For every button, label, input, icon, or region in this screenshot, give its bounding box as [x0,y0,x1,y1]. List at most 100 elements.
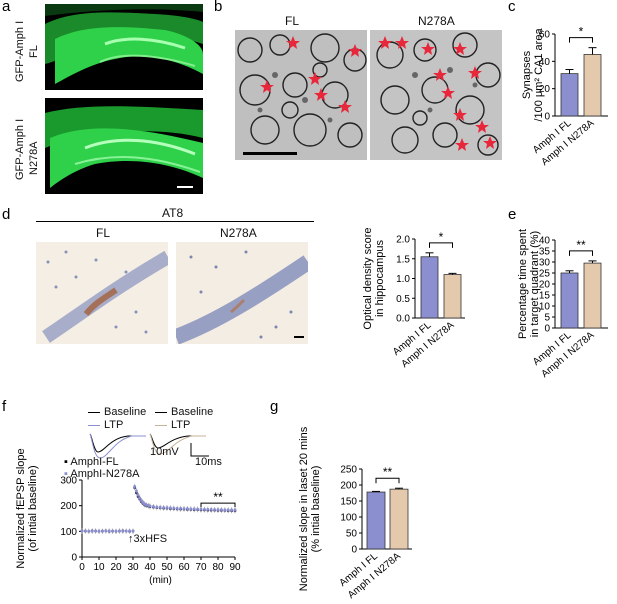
f-xtick-label-0: 0 [79,562,85,573]
d-ytick-label-2: 1.0 [396,274,410,285]
f-series-1-point-4 [94,529,97,533]
f-legend-right-item-1: LTP [155,419,213,432]
f-series-legend: ▪ AmphI-FL ▪ AmphI-N278A [64,456,139,480]
c-sig-bracket [569,37,593,43]
g-ytick-label-3: 150 [340,497,357,508]
d-ytick-label-0: 0.0 [396,314,410,325]
e-bar-0 [560,272,579,329]
f-series-1-point-16 [133,485,137,488]
e-ytick-label-5: 25 [539,269,551,280]
f-series-1-point-25 [148,504,152,508]
em-image-fl [235,30,367,160]
g-bar-1 [389,488,409,550]
f-series-legend-fl-label: AmphI-FL [70,456,119,468]
f-series-1-point-0 [80,529,84,533]
f-series-1-point-18 [136,493,140,497]
f-series-1-point-30 [165,506,169,509]
f-series-1-point-31 [169,506,172,510]
e-bar-1 [583,262,602,329]
panel-letter-c: c [508,0,516,15]
c-ytick-label-0: 0 [544,112,550,123]
panel-letter-a: a [2,0,11,15]
f-series-1-point-13 [124,529,128,533]
c-ytick-label-1: 20 [539,84,551,95]
f-ytick-label-0: 0 [71,553,77,564]
d-ytick-label-4: 2.0 [396,235,410,246]
em-image-n278a [370,30,502,160]
histology-image-n278a [176,242,308,344]
f-legend-right-baseline: Baseline [171,406,214,418]
f-sig-label: ** [213,490,223,504]
f-series-1-point-27 [155,505,159,509]
e-ylabel-0: Percentage time spent [517,229,529,339]
f-series-1-point-9 [111,529,114,533]
g-ytick-label-5: 250 [340,465,357,476]
g-ytick-label-4: 200 [340,481,357,492]
e-ytick-label-6: 30 [539,258,551,269]
f-series-1-point-47 [223,508,227,512]
gfp-image-n278a [45,98,203,194]
f-series-1-point-29 [162,506,166,509]
g-sig-bracket [375,477,400,484]
f-series-1-point-28 [158,505,162,509]
histology-image-fl [36,242,168,344]
f-series-1-point-43 [209,507,213,511]
f-legend-left-item-0: Baseline [88,406,146,419]
f-series-1-point-34 [179,506,183,510]
f-xtick-label-9: 90 [229,562,241,573]
c-ylabel-0: Synapses [521,50,533,99]
e-ytick-label-8: 40 [539,236,551,247]
f-series-1-point-40 [199,507,203,511]
d-bar-0 [420,256,439,319]
f-xtick-label-5: 50 [161,562,173,573]
f-xtick-label-8: 80 [212,562,224,573]
f-series-1-point-5 [97,529,101,533]
f-legend-right-ltp: LTP [171,419,191,431]
g-ylabel-1: (% intial baseline) [310,466,322,553]
f-series-1-point-35 [182,507,186,510]
f-scale-v: 10mV [150,446,179,458]
f-series-1-point-7 [104,529,108,533]
g-ytick-label-1: 50 [346,529,358,540]
f-ylabel-0: Normalized fEPSP slope [15,448,27,568]
f-xtick-label-4: 40 [144,562,156,573]
f-series-1-point-17 [135,489,138,493]
f-series-1-point-2 [87,529,91,533]
g-ytick-label-2: 100 [340,513,357,524]
f-sig-bracket [200,502,236,508]
e-sig-bracket [569,250,593,256]
f-ytick-label-1: 100 [60,527,77,538]
f-series-1-point-26 [152,505,155,508]
f-ytick-label-2: 200 [60,501,77,512]
c-bar-1 [583,54,602,117]
f-hfs-annotation: ↑3xHFS [128,533,168,545]
d-stain-label: AT8 [162,206,184,220]
f-ytick-label-3: 300 [60,476,77,487]
f-traces [89,433,206,459]
f-xtick-label-6: 60 [178,562,190,573]
d-sig-bracket [429,242,453,248]
e-ytick-label-4: 20 [539,280,551,291]
f-legend-left-baseline: Baseline [104,406,147,418]
d-ytick-label-3: 1.5 [396,254,410,265]
f-series-1-point-50 [233,508,237,512]
f-xtick-label-7: 70 [195,562,207,573]
f-legend-left-ltp: LTP [104,419,124,431]
f-scale-bar [190,443,209,457]
d-ylabel-0: Optical density score [362,227,374,329]
c-sig-label: * [579,25,584,39]
f-hfs-label: 3xHFS [133,533,168,545]
f-series-1-point-37 [189,507,193,511]
f-series-1-point-41 [203,507,206,511]
f-series-1-point-38 [192,507,196,511]
f-series-1-point-45 [216,508,220,511]
f-xtick-label-2: 20 [110,562,122,573]
e-ytick-label-7: 35 [539,247,551,258]
e-ytick-label-3: 15 [539,291,551,302]
panel-letter-f: f [2,398,7,415]
f-legend-left: Baseline LTP [88,406,146,432]
panel-letter-g: g [270,398,279,415]
e-ytick-label-0: 0 [544,324,550,335]
f-series-1-point-11 [118,529,121,533]
f-xlabel: (min) [149,575,172,586]
